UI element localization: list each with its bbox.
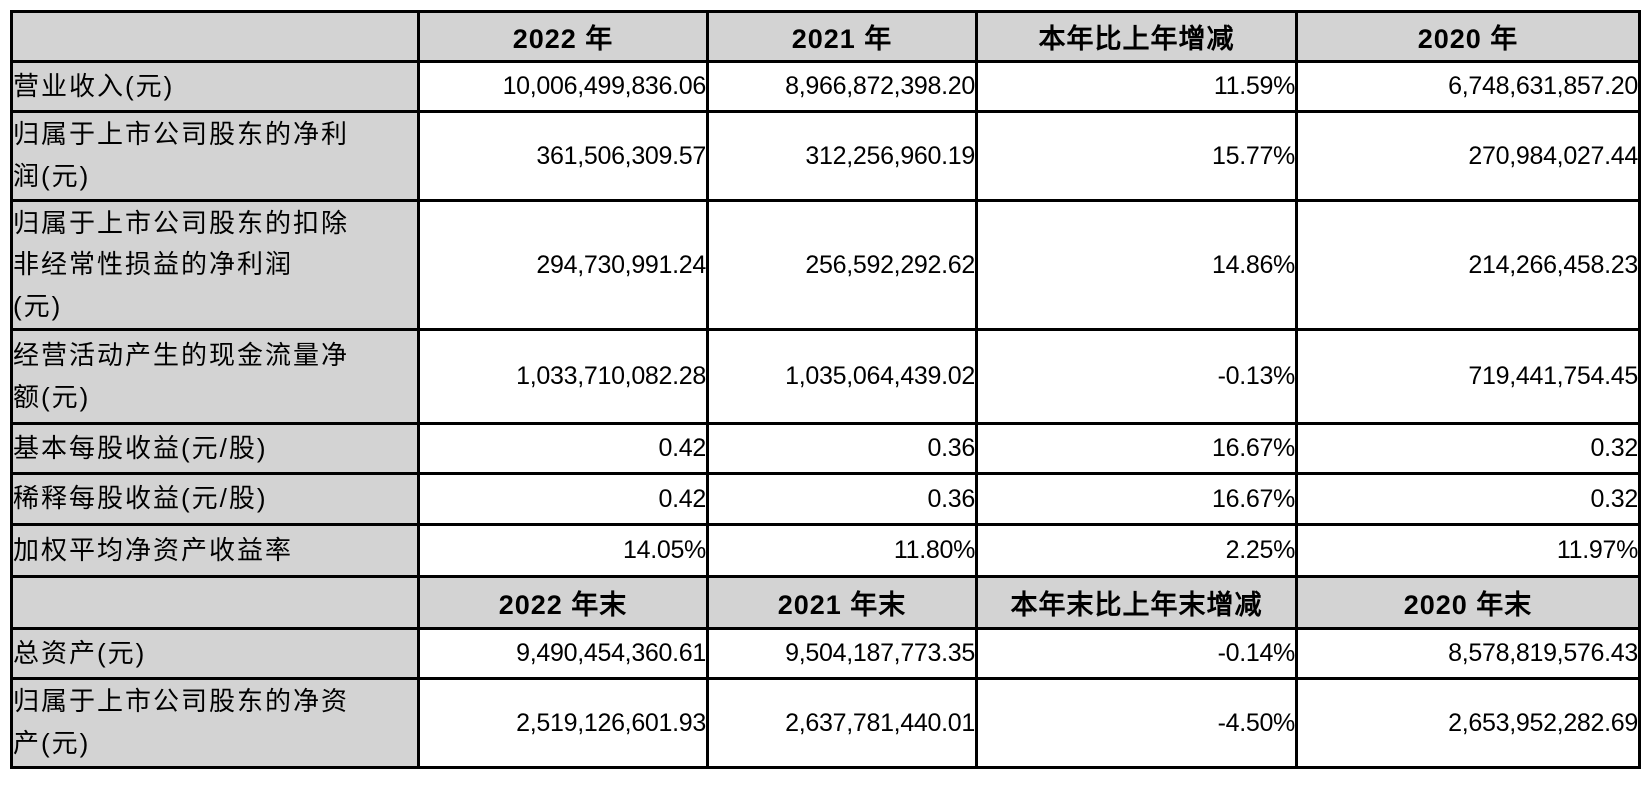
column-header: 2022 年末 bbox=[417, 575, 709, 630]
cell-value: 15.77% bbox=[975, 110, 1298, 202]
financial-summary-section: 2022 年 2021 年本年比上年增减 2020 年营业收入(元) 10,006,4… bbox=[10, 10, 1641, 769]
cell-value: 16.67% bbox=[975, 472, 1298, 526]
row-label: 经营活动产生的现金流量净 额(元) bbox=[10, 328, 420, 425]
cell-value: 0.36 bbox=[706, 422, 978, 475]
cell-value: 361,506,309.57 bbox=[417, 110, 709, 202]
cell-value: 214,266,458.23 bbox=[1295, 199, 1641, 331]
cell-value: 14.86% bbox=[975, 199, 1298, 331]
column-header: 2020 年末 bbox=[1295, 575, 1641, 630]
row-label: 稀释每股收益(元/股) bbox=[10, 472, 420, 526]
row-label: 基本每股收益(元/股) bbox=[10, 422, 420, 475]
cell-value: -0.13% bbox=[975, 328, 1298, 425]
cell-value: 2,653,952,282.69 bbox=[1295, 677, 1641, 769]
cell-value: 2.25% bbox=[975, 523, 1298, 578]
cell-value: 14.05% bbox=[417, 523, 709, 578]
row-label: 营业收入(元) bbox=[10, 60, 420, 113]
cell-value: 294,730,991.24 bbox=[417, 199, 709, 331]
cell-value: -4.50% bbox=[975, 677, 1298, 769]
column-header: 2021 年末 bbox=[706, 575, 978, 630]
table-row: 归属于上市公司股东的净资 产(元) 2,519,126,601.93 2,637,7… bbox=[10, 677, 1641, 769]
cell-value: 9,504,187,773.35 bbox=[706, 627, 978, 680]
header-spacer-cell bbox=[10, 575, 420, 630]
column-header: 2020 年 bbox=[1295, 10, 1641, 63]
column-header: 本年末比上年末增减 bbox=[975, 575, 1298, 630]
cell-value: 8,578,819,576.43 bbox=[1295, 627, 1641, 680]
cell-value: 0.32 bbox=[1295, 422, 1641, 475]
cell-value: 719,441,754.45 bbox=[1295, 328, 1641, 425]
cell-value: 11.97% bbox=[1295, 523, 1641, 578]
cell-value: 1,035,064,439.02 bbox=[706, 328, 978, 425]
table-row: 基本每股收益(元/股) 0.42 0.36 16.67% 0.32 bbox=[10, 422, 1641, 475]
cell-value: 0.42 bbox=[417, 472, 709, 526]
row-label: 归属于上市公司股东的扣除 非经常性损益的净利润 (元) bbox=[10, 199, 420, 331]
cell-value: 2,637,781,440.01 bbox=[706, 677, 978, 769]
cell-value: 1,033,710,082.28 bbox=[417, 328, 709, 425]
column-header: 本年比上年增减 bbox=[975, 10, 1298, 63]
row-label: 总资产(元) bbox=[10, 627, 420, 680]
cell-value: 6,748,631,857.20 bbox=[1295, 60, 1641, 113]
financial-summary-table: 2022 年 2021 年本年比上年增减 2020 年营业收入(元) 10,006,4… bbox=[10, 10, 1641, 769]
header-row: 2022 年末 2021 年末 本年末比上年末增减 2020 年末 bbox=[10, 575, 1641, 630]
cell-value: 312,256,960.19 bbox=[706, 110, 978, 202]
column-header: 2022 年 bbox=[417, 10, 709, 63]
row-label: 归属于上市公司股东的净资 产(元) bbox=[10, 677, 420, 769]
header-spacer-cell bbox=[10, 10, 420, 63]
table-row: 稀释每股收益(元/股) 0.42 0.36 16.67% 0.32 bbox=[10, 472, 1641, 526]
cell-value: 11.59% bbox=[975, 60, 1298, 113]
table-row: 归属于上市公司股东的扣除 非经常性损益的净利润 (元) 294,730,991.2… bbox=[10, 199, 1641, 331]
cell-value: 10,006,499,836.06 bbox=[417, 60, 709, 113]
financial-table-body: 2022 年 2021 年本年比上年增减 2020 年营业收入(元) 10,006,4… bbox=[10, 10, 1641, 769]
cell-value: 11.80% bbox=[706, 523, 978, 578]
column-header: 2021 年 bbox=[706, 10, 978, 63]
row-label: 归属于上市公司股东的净利 润(元) bbox=[10, 110, 420, 202]
cell-value: 9,490,454,360.61 bbox=[417, 627, 709, 680]
cell-value: -0.14% bbox=[975, 627, 1298, 680]
cell-value: 270,984,027.44 bbox=[1295, 110, 1641, 202]
table-row: 经营活动产生的现金流量净 额(元) 1,033,710,082.28 1,035,0… bbox=[10, 328, 1641, 425]
cell-value: 256,592,292.62 bbox=[706, 199, 978, 331]
cell-value: 0.36 bbox=[706, 472, 978, 526]
cell-value: 2,519,126,601.93 bbox=[417, 677, 709, 769]
cell-value: 16.67% bbox=[975, 422, 1298, 475]
row-label: 加权平均净资产收益率 bbox=[10, 523, 420, 578]
table-row: 总资产(元) 9,490,454,360.61 9,504,187,773.35 -0… bbox=[10, 627, 1641, 680]
table-row: 加权平均净资产收益率 14.05% 11.80% 2.25% 11.97% bbox=[10, 523, 1641, 578]
cell-value: 0.32 bbox=[1295, 472, 1641, 526]
cell-value: 8,966,872,398.20 bbox=[706, 60, 978, 113]
cell-value: 0.42 bbox=[417, 422, 709, 475]
table-row: 归属于上市公司股东的净利 润(元) 361,506,309.57 312,256,9… bbox=[10, 110, 1641, 202]
table-row: 营业收入(元) 10,006,499,836.06 8,966,872,398.20… bbox=[10, 60, 1641, 113]
header-row: 2022 年 2021 年本年比上年增减 2020 年 bbox=[10, 10, 1641, 63]
